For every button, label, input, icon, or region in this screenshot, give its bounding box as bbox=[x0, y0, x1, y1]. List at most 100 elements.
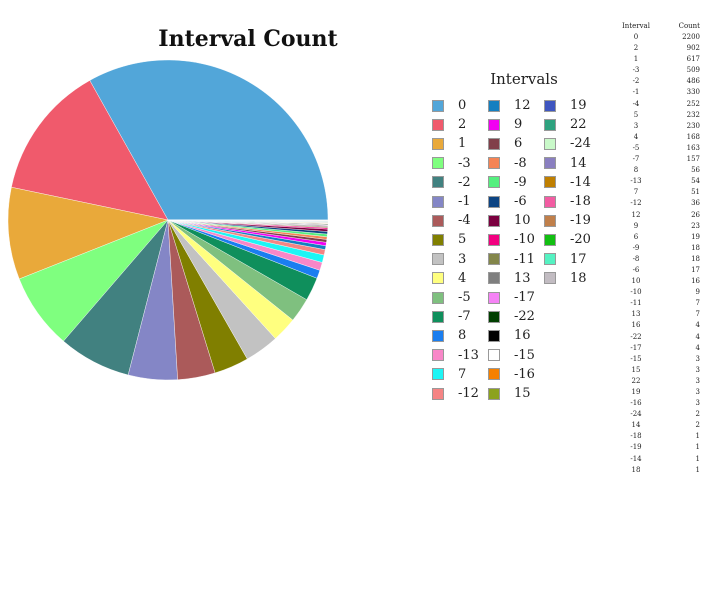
legend-item: -11 bbox=[488, 250, 535, 269]
legend-swatch bbox=[432, 349, 444, 362]
table-row: -12 36 bbox=[614, 198, 704, 209]
table-cell-interval: 19 bbox=[631, 388, 641, 396]
table-cell-interval: -12 bbox=[630, 199, 642, 208]
legend-item: -20 bbox=[544, 230, 591, 249]
table-row: -4 252 bbox=[614, 99, 704, 110]
legend-item: 10 bbox=[488, 211, 531, 230]
table-cell-interval: -14 bbox=[630, 454, 642, 463]
table-cell-count: 2 bbox=[695, 421, 700, 430]
legend-item: -9 bbox=[488, 173, 527, 192]
legend-label: -10 bbox=[514, 232, 535, 248]
legend-item: 6 bbox=[488, 134, 522, 153]
table-cell-count: 3 bbox=[695, 399, 700, 408]
table-row: 14 2 bbox=[614, 420, 704, 431]
legend-swatch bbox=[432, 195, 444, 208]
table-cell-count: 18 bbox=[691, 254, 700, 263]
table-row: 5 232 bbox=[614, 110, 704, 121]
legend-swatch bbox=[488, 368, 500, 381]
legend-item: 9 bbox=[488, 115, 522, 134]
legend-swatch bbox=[488, 137, 500, 150]
legend-item: 13 bbox=[488, 269, 531, 288]
legend-label: -19 bbox=[570, 213, 591, 229]
legend-label: -2 bbox=[458, 174, 471, 190]
table-cell-interval: 14 bbox=[631, 421, 641, 430]
table-cell-count: 7 bbox=[695, 310, 700, 319]
table-cell-interval: 10 bbox=[631, 277, 641, 286]
legend-swatch bbox=[544, 214, 556, 227]
table-cell-count: 16 bbox=[691, 277, 700, 286]
table-cell-count: 54 bbox=[691, 177, 700, 186]
table-cell-count: 4 bbox=[695, 332, 700, 341]
legend-label: 18 bbox=[570, 270, 587, 286]
legend-item: 12 bbox=[488, 96, 531, 115]
legend-swatch bbox=[432, 253, 444, 266]
table-cell-interval: -22 bbox=[630, 332, 642, 341]
table-row: 9 23 bbox=[614, 221, 704, 232]
table-cell-interval: -5 bbox=[632, 143, 640, 152]
legend-label: 3 bbox=[458, 251, 467, 267]
legend-label: 4 bbox=[458, 270, 467, 286]
legend-swatch bbox=[432, 118, 444, 131]
table-cell-interval: 15 bbox=[631, 365, 641, 374]
legend-item: -5 bbox=[432, 288, 471, 307]
table-cell-count: 163 bbox=[686, 143, 700, 152]
legend-item: 17 bbox=[544, 250, 587, 269]
table-row: -7 157 bbox=[614, 154, 704, 165]
legend-item: 4 bbox=[432, 269, 466, 288]
table-cell-count: 3 bbox=[695, 376, 700, 385]
table-row: 22 3 bbox=[614, 376, 704, 387]
legend-label: 16 bbox=[514, 328, 531, 344]
legend-label: 13 bbox=[514, 270, 531, 286]
table-cell-interval: 1 bbox=[633, 55, 639, 64]
table-cell-count: 7 bbox=[695, 299, 700, 308]
legend-swatch bbox=[432, 310, 444, 323]
legend-label: -6 bbox=[514, 194, 527, 209]
table-cell-count: 4 bbox=[695, 321, 700, 330]
table-row: 6 19 bbox=[614, 232, 704, 243]
legend-label: -1 bbox=[458, 194, 471, 209]
legend-label: -7 bbox=[458, 309, 471, 325]
legend-item: 3 bbox=[432, 250, 466, 269]
table-cell-interval: -6 bbox=[632, 265, 640, 274]
legend-swatch bbox=[544, 253, 556, 266]
table-row: 2 902 bbox=[614, 43, 704, 54]
table-cell-interval: -24 bbox=[630, 410, 642, 419]
table-cell-interval: -13 bbox=[630, 177, 642, 186]
legend-swatch bbox=[488, 99, 500, 112]
table-cell-count: 26 bbox=[691, 210, 700, 219]
table-row: -18 1 bbox=[614, 431, 704, 442]
table-row: 16 4 bbox=[614, 320, 704, 331]
table-cell-interval: 18 bbox=[631, 465, 641, 474]
legend-swatch bbox=[544, 233, 556, 246]
legend-swatch bbox=[544, 272, 556, 285]
legend-item: 8 bbox=[432, 326, 466, 345]
legend-label: 9 bbox=[514, 117, 523, 133]
table-header-interval: Interval bbox=[622, 22, 650, 30]
table-cell-count: 9 bbox=[695, 288, 700, 297]
table-cell-count: 157 bbox=[686, 155, 700, 164]
table-cell-interval: -9 bbox=[632, 243, 640, 252]
table-cell-interval: -15 bbox=[630, 354, 642, 363]
table-row: 13 7 bbox=[614, 309, 704, 320]
table-cell-count: 56 bbox=[691, 166, 700, 175]
table-row: -9 18 bbox=[614, 243, 704, 254]
legend-label: 0 bbox=[458, 98, 467, 113]
table-row: 0 2200 bbox=[614, 32, 704, 43]
legend-label: -18 bbox=[570, 194, 591, 209]
table-cell-interval: 16 bbox=[631, 321, 641, 330]
legend-item: -8 bbox=[488, 154, 527, 173]
legend-swatch bbox=[488, 118, 500, 131]
legend-label: 19 bbox=[570, 98, 587, 113]
legend-item: -6 bbox=[488, 192, 527, 211]
table-cell-interval: 22 bbox=[631, 376, 641, 385]
legend-label: 22 bbox=[570, 117, 587, 133]
legend-label: -17 bbox=[514, 290, 535, 305]
table-row: -14 1 bbox=[614, 454, 704, 465]
legend-label: -5 bbox=[458, 290, 471, 305]
legend-item: -2 bbox=[432, 173, 471, 192]
legend: Intervals 0 2 1 -3 -2 -1 -4 5 3 4 -5 -7 8 -13 7 -12 12 9 6… bbox=[426, 70, 616, 401]
legend-item: 0 bbox=[432, 96, 466, 115]
table-cell-count: 486 bbox=[686, 77, 700, 86]
table-cell-count: 36 bbox=[691, 199, 700, 208]
